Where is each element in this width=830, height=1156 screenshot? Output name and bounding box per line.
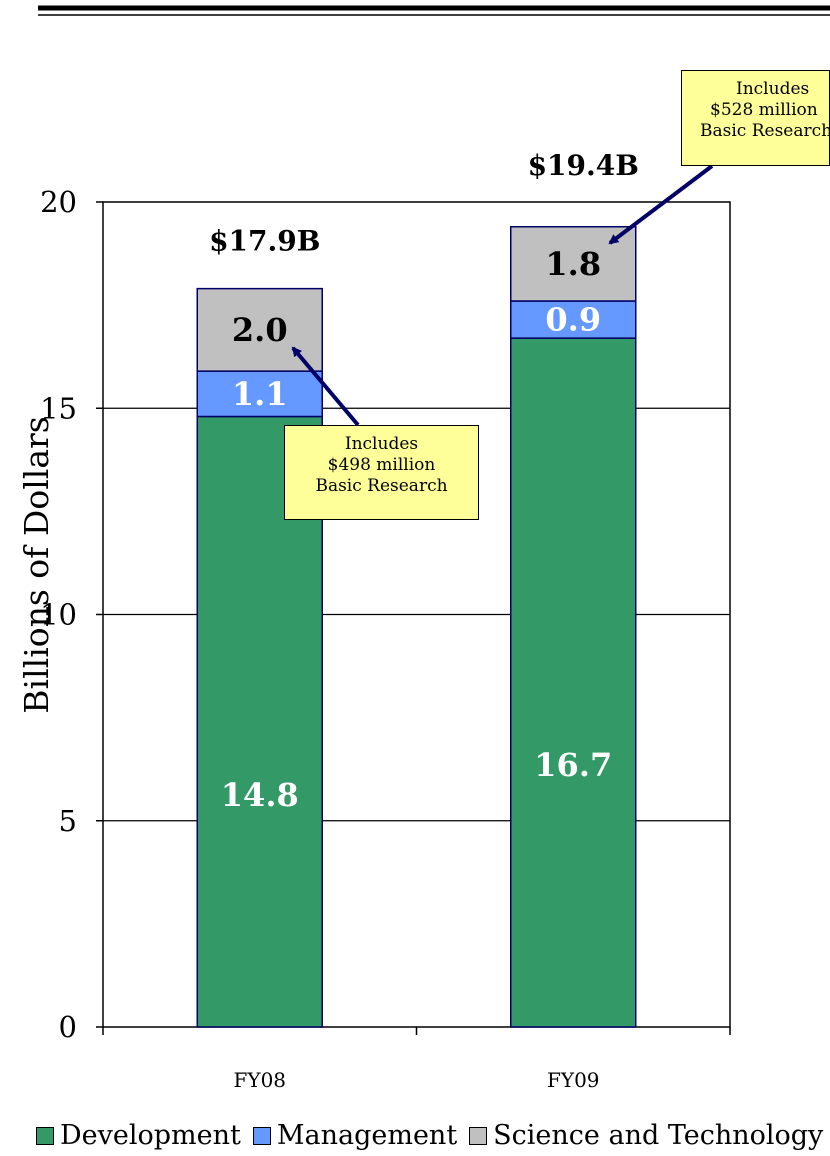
legend-item-development: Development xyxy=(36,1120,241,1151)
y-tick-label: 5 xyxy=(59,804,77,838)
data-label-management-fy08: 1.1 xyxy=(232,375,288,413)
data-label-science-and-technology-fy08: 2.0 xyxy=(232,311,288,349)
y-tick-label: 15 xyxy=(40,391,77,425)
x-tick-label-fy08: FY08 xyxy=(233,1068,286,1092)
callout-fy08-line-1: Includes xyxy=(344,434,419,454)
legend-swatch-development xyxy=(36,1126,54,1145)
data-label-development-fy09: 16.7 xyxy=(534,746,612,784)
callout-fy08-line-2: $498 million xyxy=(327,455,436,475)
callout-fy08-line-3: Basic Research xyxy=(315,476,448,496)
bars: 14.8 1.1 2.0 $17.9B 16.7 0.9 1.8 $19.4B xyxy=(196,149,639,1028)
bar-segment-management-fy08 xyxy=(196,370,323,418)
callout-fy08: Includes $498 million Basic Research xyxy=(284,425,479,520)
y-tick-label: 10 xyxy=(40,598,77,632)
data-label-development-fy08: 14.8 xyxy=(221,776,299,814)
legend: Development Management Science and Techn… xyxy=(36,1120,830,1151)
legend-label-development: Development xyxy=(60,1120,241,1151)
legend-item-science-and-technology: Science and Technology xyxy=(469,1120,823,1151)
callout-fy09: Includes $528 million Basic Research xyxy=(681,70,830,166)
callout-arrow-fy09 xyxy=(608,164,714,245)
legend-swatch-science-and-technology xyxy=(469,1126,488,1145)
callout-arrows xyxy=(291,164,714,427)
legend-item-management: Management xyxy=(252,1120,458,1151)
callout-arrow-fy08 xyxy=(291,346,360,427)
data-label-management-fy09: 0.9 xyxy=(545,301,601,339)
callout-fy09-line-2: $528 million xyxy=(710,100,818,120)
total-label-fy09: $19.4B xyxy=(528,149,639,182)
legend-label-management: Management xyxy=(276,1120,458,1151)
callout-fy09-line-3: Basic Research xyxy=(700,121,830,141)
x-tick-label-fy09: FY09 xyxy=(547,1068,600,1092)
bar-segment-development-fy09 xyxy=(510,337,637,1028)
legend-swatch-management xyxy=(252,1126,271,1145)
y-axis-label: Billions of Dollars xyxy=(17,416,56,713)
total-label-fy08: $17.9B xyxy=(209,225,320,258)
y-tick-label: 20 xyxy=(40,185,77,219)
legend-label-science-and-technology: Science and Technology xyxy=(493,1120,824,1151)
axes: 0 5 10 15 20 FY08 FY09 xyxy=(40,185,731,1092)
y-tick-label: 0 xyxy=(59,1010,77,1044)
data-label-science-and-technology-fy09: 1.8 xyxy=(545,245,601,283)
callout-fy09-line-1: Includes xyxy=(736,79,810,99)
